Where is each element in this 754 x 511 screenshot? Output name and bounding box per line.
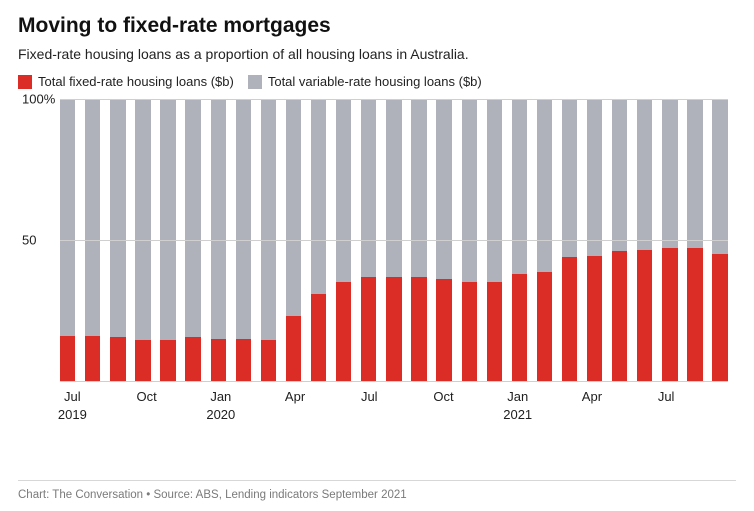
bar-segment-variable [411,99,426,277]
y-tick-label: 50 [22,233,36,248]
legend-item-variable: Total variable-rate housing loans ($b) [248,74,482,89]
bar-segment-fixed [662,248,677,381]
bar-segment-variable [336,99,351,282]
bar-segment-fixed [110,337,125,381]
bar-segment-fixed [562,257,577,381]
bar-segment-variable [587,99,602,256]
bar-segment-fixed [286,316,301,381]
grid-line [60,381,728,382]
bar-segment-fixed [487,282,502,381]
bar-segment-variable [436,99,451,279]
bar-segment-variable [286,99,301,316]
bar-segment-variable [60,99,75,336]
legend-swatch-fixed [18,75,32,89]
bar-segment-variable [562,99,577,257]
bar-segment-variable [637,99,652,250]
bar-segment-variable [487,99,502,282]
bar-segment-fixed [261,340,276,381]
x-tick-label: Jan [507,389,528,404]
x-tick-label: Jan [210,389,231,404]
bar-segment-variable [185,99,200,337]
bar-segment-fixed [85,336,100,381]
bar-segment-fixed [336,282,351,381]
bar-segment-fixed [386,277,401,381]
bar-segment-fixed [211,339,226,381]
grid-line [60,99,728,100]
bar-segment-variable [85,99,100,336]
bar-segment-fixed [687,248,702,381]
chart-subtitle: Fixed-rate housing loans as a proportion… [18,46,736,62]
bar-segment-variable [236,99,251,339]
bar-segment-variable [662,99,677,248]
grid-line [60,240,728,241]
bar-segment-variable [386,99,401,277]
chart-card: Moving to fixed-rate mortgages Fixed-rat… [0,0,754,511]
x-tick-label: Jul [361,389,378,404]
bar-segment-fixed [311,294,326,381]
bar-segment-fixed [361,277,376,381]
bar-segment-fixed [411,277,426,381]
bar-segment-variable [687,99,702,248]
bar-segment-variable [512,99,527,274]
bar-segment-fixed [462,282,477,381]
bar-segment-fixed [587,256,602,381]
bar-segment-fixed [512,274,527,381]
bar-segment-variable [612,99,627,251]
legend-swatch-variable [248,75,262,89]
x-tick-year: 2020 [206,407,235,422]
bar-segment-fixed [637,250,652,381]
chart-title: Moving to fixed-rate mortgages [18,14,736,38]
bar-segment-variable [462,99,477,282]
legend: Total fixed-rate housing loans ($b) Tota… [18,74,736,89]
bar-segment-variable [261,99,276,340]
bar-segment-fixed [160,340,175,381]
x-tick-label: Oct [433,389,453,404]
bar-segment-fixed [537,272,552,381]
bar-segment-fixed [712,254,727,381]
x-tick-label: Jul [658,389,675,404]
chart-zone: 50100% Jul2019OctJan2020AprJulOctJan2021… [18,99,736,474]
bar-segment-fixed [436,279,451,381]
legend-label-fixed: Total fixed-rate housing loans ($b) [38,74,234,89]
bar-segment-variable [160,99,175,340]
bar-segment-variable [110,99,125,337]
bar-segment-variable [712,99,727,254]
y-tick-label: 100% [22,92,55,107]
x-tick-year: 2021 [503,407,532,422]
x-tick-label: Jul [64,389,81,404]
bar-segment-variable [537,99,552,272]
bar-segment-fixed [236,339,251,381]
x-tick-label: Apr [285,389,305,404]
x-tick-label: Apr [582,389,602,404]
bar-segment-variable [361,99,376,277]
bar-segment-variable [311,99,326,294]
bar-segment-variable [135,99,150,340]
bar-segment-fixed [612,251,627,381]
bar-segment-variable [211,99,226,339]
bar-segment-fixed [60,336,75,381]
chart-footer: Chart: The Conversation • Source: ABS, L… [18,480,736,501]
bar-segment-fixed [185,337,200,381]
legend-label-variable: Total variable-rate housing loans ($b) [268,74,482,89]
x-tick-label: Oct [136,389,156,404]
x-tick-year: 2019 [58,407,87,422]
bar-segment-fixed [135,340,150,381]
legend-item-fixed: Total fixed-rate housing loans ($b) [18,74,234,89]
